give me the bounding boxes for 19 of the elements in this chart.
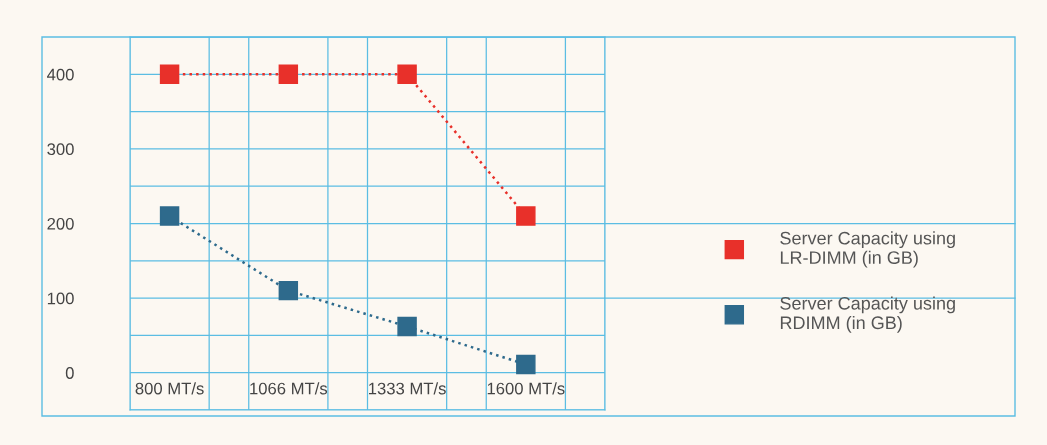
point [397,64,417,85]
y-tick-label: 0 [65,367,74,379]
x-tick-label: 800 MT/s [135,382,204,395]
x-tick-label: 1600 MT/s [487,382,565,395]
y-tick-label: 400 [47,68,74,81]
point [278,64,299,85]
legend-label: Server Capacity using LR-DIMM (in GB) [780,231,955,268]
point [278,280,299,301]
y-tick-label: 100 [47,292,74,305]
y-tick-label: 300 [47,143,74,156]
x-tick-label: 1066 MT/s [250,382,328,395]
point [516,354,536,375]
x-tick-label: 1333 MT/s [368,382,446,395]
point [159,206,180,226]
legend-label: Server Capacity using RDIMM (in GB) [780,296,955,333]
point [397,316,417,337]
point [159,64,180,85]
point [516,206,536,226]
y-tick-label: 200 [47,217,74,230]
